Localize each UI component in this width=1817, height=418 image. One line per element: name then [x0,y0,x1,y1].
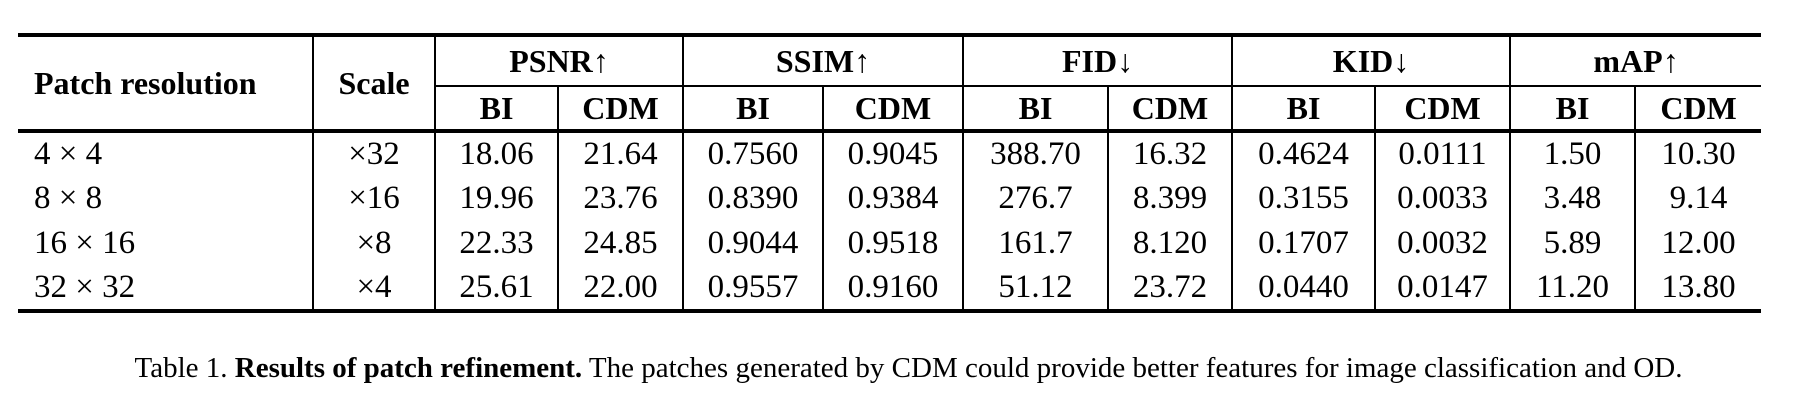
value-cell: 23.72 [1106,266,1233,311]
value-cell: 0.4624 [1231,131,1376,176]
caption-text: The patches generated by CDM could provi… [582,352,1683,384]
caption-title-bold: Results of patch refinement. [234,352,583,384]
scale-cell: ×8 [312,221,435,266]
table-header: Patch resolution Scale PSNR↑ SSIM↑ FID↓ … [18,35,1762,133]
patch-cell: 32 × 32 [34,269,136,305]
value-cell: 12.00 [1634,221,1762,266]
patch-cell: 16 × 16 [34,225,136,261]
header-scale: Scale [312,35,435,133]
subheader-bi: BI [1509,86,1636,133]
table-caption: Table 1. Results of patch refinement. Th… [0,352,1817,385]
value-cell: 0.0111 [1374,131,1511,176]
subheader-bi: BI [682,86,823,133]
table-row: 8 × 8 ×16 19.96 23.76 0.8390 0.9384 276.… [18,176,1762,221]
subheader-bi: BI [962,86,1108,133]
value-cell: 0.7560 [682,131,823,176]
header-group-row: Patch resolution Scale PSNR↑ SSIM↑ FID↓ … [18,35,1762,133]
value-cell: 22.00 [557,266,683,311]
subheader-cdm: CDM [1374,86,1511,133]
value-cell: 8.120 [1106,221,1233,266]
value-cell: 51.12 [962,266,1108,311]
value-cell: 0.9518 [822,221,963,266]
scale-cell: ×4 [312,266,435,311]
subheader-bi: BI [434,86,558,133]
subheader-cdm: CDM [1634,86,1762,133]
value-cell: 0.9557 [682,266,823,311]
header-group-psnr: PSNR↑ [434,35,683,87]
scale-cell: ×16 [312,176,435,221]
value-cell: 0.9160 [822,266,963,311]
subheader-cdm: CDM [557,86,683,133]
value-cell: 0.0032 [1374,221,1511,266]
value-cell: 8.399 [1106,176,1233,221]
table-row: 16 × 16 ×8 22.33 24.85 0.9044 0.9518 161… [18,221,1762,266]
header-group-kid: KID↓ [1231,35,1511,87]
subheader-cdm: CDM [822,86,963,133]
value-cell: 0.0033 [1374,176,1511,221]
subheader-cdm: CDM [1106,86,1233,133]
header-group-map: mAP↑ [1509,35,1762,87]
value-cell: 0.1707 [1231,221,1376,266]
value-cell: 10.30 [1634,131,1762,176]
value-cell: 3.48 [1509,176,1636,221]
value-cell: 23.76 [557,176,683,221]
value-cell: 1.50 [1509,131,1636,176]
value-cell: 25.61 [434,266,558,311]
value-cell: 0.9384 [822,176,963,221]
value-cell: 0.3155 [1231,176,1376,221]
patch-cell: 8 × 8 [34,180,103,216]
value-cell: 19.96 [434,176,558,221]
header-patch-resolution: Patch resolution [18,35,313,133]
value-cell: 21.64 [557,131,683,176]
patch-cell: 4 × 4 [34,136,103,172]
table-row: 32 × 32 ×4 25.61 22.00 0.9557 0.9160 51.… [18,266,1762,311]
value-cell: 0.8390 [682,176,823,221]
value-cell: 388.70 [962,131,1108,176]
table-body: 4 × 4 ×32 18.06 21.64 0.7560 0.9045 388.… [18,131,1762,311]
caption-label: Table 1. [134,352,235,384]
header-sub-row: BI CDM BI CDM BI CDM BI CDM BI CDM [18,86,1762,133]
value-cell: 22.33 [434,221,558,266]
value-cell: 0.0147 [1374,266,1511,311]
subheader-bi: BI [1231,86,1376,133]
results-table: Patch resolution Scale PSNR↑ SSIM↑ FID↓ … [18,33,1762,313]
table-row: 4 × 4 ×32 18.06 21.64 0.7560 0.9045 388.… [18,131,1762,176]
header-group-fid: FID↓ [961,35,1233,87]
header-group-ssim: SSIM↑ [682,35,963,87]
scale-cell: ×32 [312,131,435,176]
value-cell: 276.7 [962,176,1108,221]
value-cell: 0.9045 [822,131,963,176]
value-cell: 16.32 [1106,131,1233,176]
value-cell: 11.20 [1509,266,1636,311]
value-cell: 5.89 [1509,221,1636,266]
value-cell: 9.14 [1634,176,1762,221]
value-cell: 0.0440 [1231,266,1376,311]
value-cell: 13.80 [1634,266,1762,311]
value-cell: 24.85 [557,221,683,266]
value-cell: 0.9044 [682,221,823,266]
value-cell: 161.7 [962,221,1108,266]
value-cell: 18.06 [434,131,558,176]
